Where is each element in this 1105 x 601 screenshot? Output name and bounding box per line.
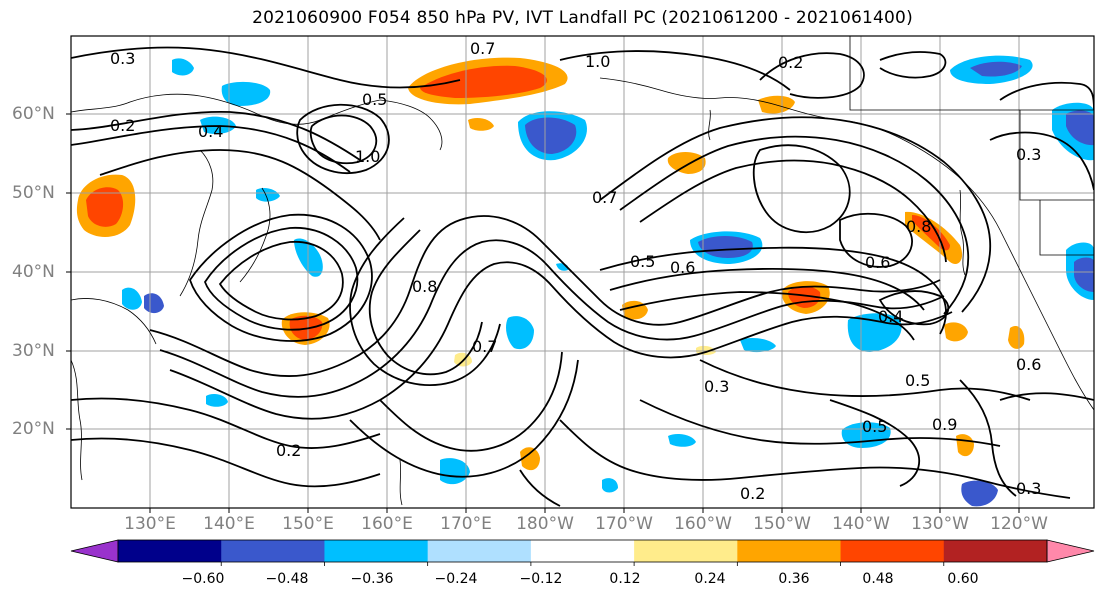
contour-label-group: 0.3 0.2 0.4 0.5 1.0 0.7 1.0 0.7 0.6 0.8 … xyxy=(110,39,1041,503)
negative-shade xyxy=(970,61,1022,77)
contour-label: 0.2 xyxy=(778,53,803,72)
contour-label: 1.0 xyxy=(355,147,380,166)
contour-label: 0.7 xyxy=(470,39,495,58)
negative-shade xyxy=(740,338,776,353)
longitude-label: 120°W xyxy=(990,514,1048,534)
colorbar-tick-label: −0.24 xyxy=(434,571,478,587)
negative-shade xyxy=(602,478,618,493)
longitude-label: 160°E xyxy=(361,514,413,534)
contour-label: 0.3 xyxy=(704,377,729,396)
contour-label: 0.9 xyxy=(932,415,957,434)
colorbar-extend-max xyxy=(1046,539,1095,563)
axis-ticks xyxy=(66,113,1020,513)
negative-shade xyxy=(506,316,534,350)
longitude-label: 130°W xyxy=(911,514,969,534)
contour-label: 0.7 xyxy=(472,337,497,356)
contour-label: 0.4 xyxy=(878,307,903,326)
contour-label: 0.3 xyxy=(110,49,135,68)
colorbar-tick-label: 0.12 xyxy=(609,571,641,587)
colorbar-segment xyxy=(840,540,945,562)
colorbar-segment xyxy=(634,540,738,562)
latitude-label: 40°N xyxy=(12,262,55,282)
longitude-label: 140°E xyxy=(203,514,255,534)
latitude-label: 60°N xyxy=(12,104,55,124)
negative-shade xyxy=(122,287,142,310)
positive-shade xyxy=(86,187,124,227)
map-title: 2021060900 F054 850 hPa PV, IVT Landfall… xyxy=(252,8,913,28)
contour-label: 0.4 xyxy=(198,122,223,141)
contour-label: 0.6 xyxy=(1016,355,1041,374)
contour-label: 0.8 xyxy=(412,277,437,296)
negative-shade xyxy=(206,394,228,407)
contour-label: 0.2 xyxy=(110,116,135,135)
negative-shade xyxy=(961,480,998,507)
contour-label: 1.0 xyxy=(585,52,610,71)
colorbar-tick-label: 0.24 xyxy=(694,571,726,587)
positive-shade xyxy=(520,447,540,471)
colorbar-segment xyxy=(530,540,635,562)
longitude-label: 150°W xyxy=(753,514,811,534)
longitude-label: 160°W xyxy=(674,514,732,534)
negative-shade xyxy=(172,58,194,76)
longitude-label: 170°E xyxy=(440,514,492,534)
contour-label: 0.5 xyxy=(862,417,887,436)
negative-shade xyxy=(256,188,280,202)
contour-label: 0.5 xyxy=(362,90,387,109)
contour-label: 0.8 xyxy=(906,217,931,236)
longitude-label: 180°W xyxy=(516,514,574,534)
negative-shade xyxy=(525,117,577,154)
negative-shade xyxy=(221,81,271,106)
longitude-label: 170°W xyxy=(595,514,653,534)
negative-shade xyxy=(668,434,696,447)
colorbar-segment xyxy=(943,540,1048,562)
contour-label: 0.3 xyxy=(1016,145,1041,164)
longitude-label: 130°E xyxy=(124,514,176,534)
contour-label: 0.2 xyxy=(276,441,301,460)
colorbar xyxy=(70,539,1095,566)
longitude-label: 140°W xyxy=(832,514,890,534)
contour-label: 0.3 xyxy=(1016,479,1041,498)
positive-shade xyxy=(1008,325,1025,349)
colorbar-segment xyxy=(221,540,325,562)
positive-shade xyxy=(944,322,968,342)
positive-shade xyxy=(420,65,547,98)
colorbar-tick-label: 0.60 xyxy=(947,571,979,587)
negative-shade xyxy=(440,458,470,485)
positive-shade xyxy=(667,152,706,174)
colorbar-tick-label: −0.12 xyxy=(519,571,563,587)
colorbar-tick-label: −0.36 xyxy=(350,571,394,587)
colorbar-tick-label: 0.48 xyxy=(862,571,894,587)
pv-contours xyxy=(71,46,1094,507)
latitude-label: 30°N xyxy=(12,341,55,361)
contour-label: 0.6 xyxy=(670,258,695,277)
colorbar-segment xyxy=(118,540,222,562)
contour-label: 0.7 xyxy=(592,188,617,207)
contour-label: 0.6 xyxy=(865,253,890,272)
contour-label: 0.5 xyxy=(630,252,655,271)
negative-shade xyxy=(1074,257,1094,292)
shaded-regions xyxy=(76,55,1094,507)
negative-shade xyxy=(698,236,753,258)
negative-shade xyxy=(1066,110,1094,146)
coastlines xyxy=(71,36,1094,506)
latitude-label: 50°N xyxy=(12,183,55,203)
negative-shade xyxy=(144,293,164,314)
colorbar-tick-label: −0.60 xyxy=(181,571,225,587)
contour-label: 0.2 xyxy=(740,484,765,503)
latitude-label: 20°N xyxy=(12,419,55,439)
longitude-label: 150°E xyxy=(282,514,334,534)
colorbar-tick-label: −0.48 xyxy=(265,571,309,587)
colorbar-segment xyxy=(324,540,429,562)
positive-shade xyxy=(468,118,494,131)
colorbar-segment xyxy=(427,540,532,562)
contour-label: 0.5 xyxy=(905,371,930,390)
colorbar-extend-min xyxy=(70,539,119,563)
colorbar-tick-label: 0.36 xyxy=(778,571,810,587)
colorbar-segment xyxy=(737,540,842,562)
